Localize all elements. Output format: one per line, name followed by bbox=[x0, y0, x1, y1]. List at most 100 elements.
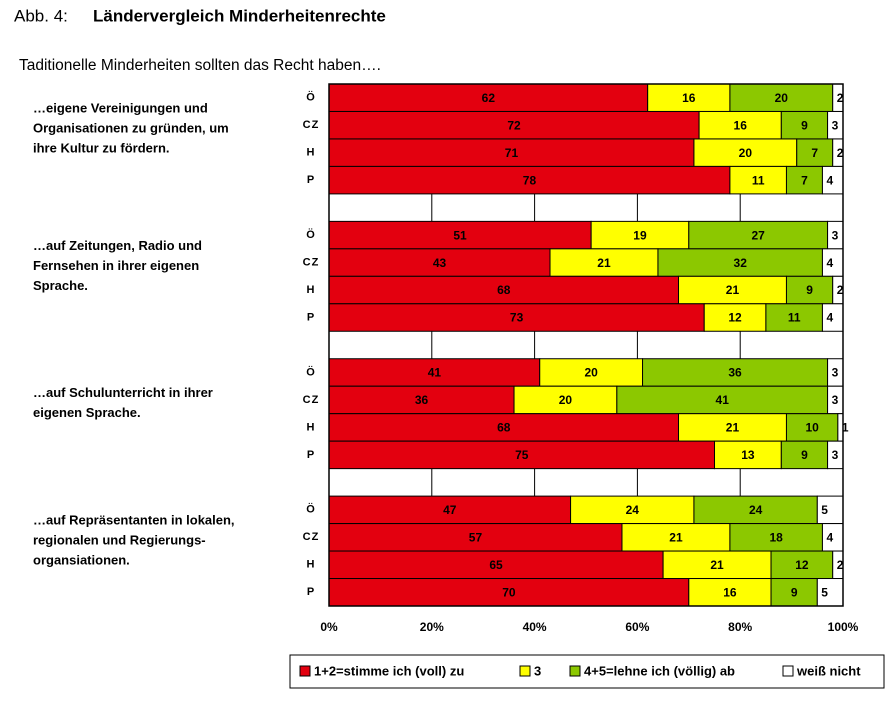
group-label: organsiationen. bbox=[33, 552, 130, 567]
bar-segment bbox=[693, 495, 818, 525]
bar-segment bbox=[816, 578, 844, 607]
bar-segment bbox=[714, 440, 782, 470]
group-label: …auf Zeitungen, Radio und bbox=[33, 238, 202, 253]
value-label: 11 bbox=[752, 173, 765, 187]
value-label: 20 bbox=[559, 393, 573, 407]
value-label: 68 bbox=[497, 421, 511, 435]
value-label: 3 bbox=[832, 448, 839, 462]
category-label: H bbox=[307, 421, 316, 433]
group-label: Sprache. bbox=[33, 278, 88, 293]
bar-segment bbox=[539, 358, 644, 387]
bar-segment bbox=[780, 440, 829, 470]
value-label: 3 bbox=[832, 393, 839, 407]
category-label: Ö bbox=[306, 228, 316, 241]
legend-label: 1+2=stimme ich (voll) zu bbox=[314, 663, 464, 678]
value-label: 3 bbox=[832, 366, 839, 380]
value-label: 47 bbox=[443, 503, 457, 517]
group-label: ihre Kultur zu fördern. bbox=[33, 140, 170, 155]
category-label: H bbox=[307, 559, 316, 571]
value-label: 13 bbox=[741, 448, 755, 462]
bar-segment bbox=[328, 550, 664, 580]
category-label: P bbox=[307, 586, 315, 598]
value-label: 9 bbox=[801, 448, 808, 462]
category-label: P bbox=[307, 174, 315, 186]
value-label: 4 bbox=[826, 311, 833, 325]
group-label: …auf Schulunterricht in ihrer bbox=[33, 385, 213, 400]
value-label: 36 bbox=[728, 366, 742, 380]
value-label: 10 bbox=[805, 421, 819, 435]
bar-segment bbox=[678, 413, 787, 442]
value-label: 21 bbox=[597, 256, 611, 270]
value-label: 4 bbox=[826, 173, 833, 187]
value-label: 16 bbox=[734, 118, 748, 132]
category-label: Ö bbox=[306, 503, 316, 516]
value-label: 36 bbox=[415, 393, 429, 407]
bar-segment bbox=[703, 303, 767, 332]
value-label: 21 bbox=[726, 421, 740, 435]
value-label: 7 bbox=[801, 173, 808, 187]
value-label: 21 bbox=[710, 558, 724, 572]
value-label: 20 bbox=[775, 91, 789, 105]
value-label: 20 bbox=[584, 366, 598, 380]
value-label: 73 bbox=[510, 311, 524, 325]
bar-segment bbox=[616, 385, 829, 415]
legend-label: 3 bbox=[534, 663, 541, 678]
value-label: 2 bbox=[837, 283, 844, 297]
group-label: …eigene Vereinigungen und bbox=[33, 100, 208, 115]
bar-segment bbox=[698, 110, 782, 140]
value-label: 24 bbox=[749, 503, 763, 517]
value-label: 57 bbox=[469, 530, 483, 544]
chart-title: Ländervergleich Minderheitenrechte bbox=[93, 6, 386, 25]
bar-segment bbox=[549, 248, 659, 277]
value-label: 5 bbox=[821, 503, 828, 517]
category-label: P bbox=[307, 449, 315, 461]
value-label: 72 bbox=[507, 118, 521, 132]
value-label: 19 bbox=[633, 228, 647, 242]
legend-swatch bbox=[299, 665, 311, 677]
group-label: Organisationen zu gründen, um bbox=[33, 120, 229, 135]
value-label: 27 bbox=[752, 228, 766, 242]
bar-segment bbox=[328, 165, 731, 195]
bar-segment bbox=[785, 275, 834, 305]
value-label: 2 bbox=[837, 558, 844, 572]
bar-segment bbox=[328, 523, 623, 552]
value-label: 65 bbox=[489, 558, 503, 572]
value-label: 5 bbox=[821, 585, 828, 599]
group-label: eigenen Sprache. bbox=[33, 405, 141, 420]
value-label: 21 bbox=[726, 283, 740, 297]
value-label: 18 bbox=[770, 530, 784, 544]
value-label: 41 bbox=[428, 366, 442, 380]
category-label: P bbox=[307, 311, 315, 323]
value-label: 3 bbox=[832, 228, 839, 242]
x-tick-label: 40% bbox=[523, 620, 547, 634]
value-label: 12 bbox=[795, 558, 809, 572]
value-label: 9 bbox=[791, 585, 798, 599]
category-label: Ö bbox=[306, 91, 316, 104]
value-label: 62 bbox=[482, 91, 496, 105]
x-tick-label: 100% bbox=[828, 620, 859, 634]
value-label: 78 bbox=[523, 173, 537, 187]
group-label: …auf Repräsentanten in lokalen, bbox=[33, 512, 235, 527]
bar-segment bbox=[688, 220, 829, 250]
value-label: 70 bbox=[502, 585, 516, 599]
value-label: 4 bbox=[826, 530, 833, 544]
value-label: 16 bbox=[723, 585, 737, 599]
category-label: CZ bbox=[303, 256, 320, 268]
category-label: H bbox=[307, 147, 316, 159]
value-label: 2 bbox=[837, 91, 844, 105]
bar-segment bbox=[328, 220, 592, 250]
bar-segment bbox=[693, 138, 798, 167]
plot-border bbox=[328, 83, 844, 607]
bar-segment bbox=[688, 578, 772, 607]
value-label: 2 bbox=[837, 146, 844, 160]
value-label: 9 bbox=[806, 283, 813, 297]
bar-segment bbox=[642, 358, 829, 387]
x-tick-label: 0% bbox=[320, 620, 338, 634]
value-label: 24 bbox=[626, 503, 640, 517]
value-label: 71 bbox=[505, 146, 519, 160]
value-label: 11 bbox=[788, 311, 801, 325]
category-label: Ö bbox=[306, 365, 316, 378]
value-label: 68 bbox=[497, 283, 511, 297]
legend-swatch bbox=[782, 665, 794, 677]
